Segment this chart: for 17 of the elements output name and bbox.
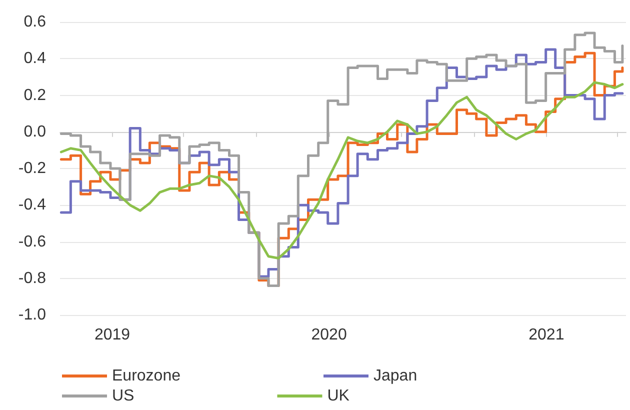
- legend-label: US: [112, 388, 134, 404]
- legend-label: Japan: [373, 368, 418, 384]
- y-tick-label: 0.6: [24, 14, 46, 30]
- legend-label: Eurozone: [112, 368, 181, 384]
- x-tick-label: 2021: [528, 326, 564, 344]
- x-tick-label: 2019: [94, 326, 130, 344]
- line-series: [60, 81, 624, 260]
- y-tick-label: -1.0: [18, 306, 46, 324]
- y-tick-label: 0.2: [24, 86, 46, 104]
- y-tick-label: -0.2: [18, 160, 46, 177]
- y-tick-label: -0.8: [18, 270, 46, 287]
- y-tick-label: 0.0: [24, 123, 46, 140]
- y-tick-label: 0.4: [24, 50, 46, 68]
- legend-label: UK: [327, 388, 350, 404]
- y-tick-label: -0.4: [18, 196, 46, 214]
- y-tick-label: -0.6: [18, 233, 46, 250]
- x-tick-label: 2020: [311, 326, 347, 344]
